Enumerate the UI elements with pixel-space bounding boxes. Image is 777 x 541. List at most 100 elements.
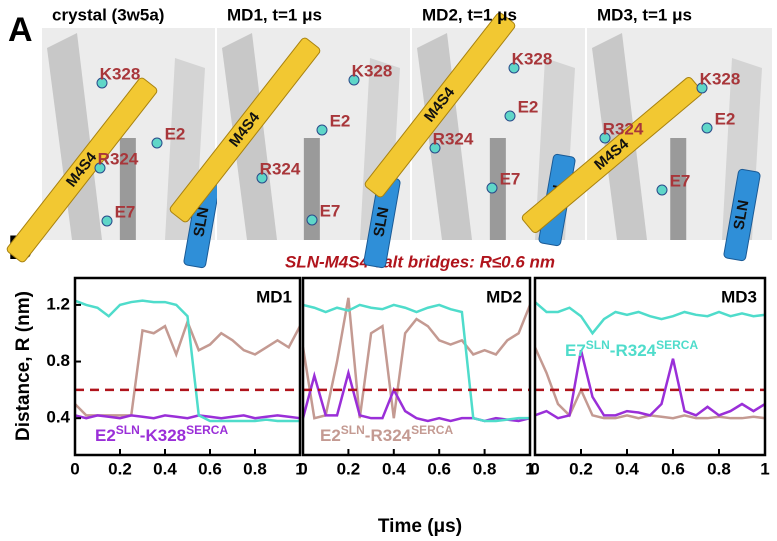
series-line: [302, 303, 530, 423]
helix-label: SLN: [731, 199, 753, 231]
residue-label: K328: [352, 61, 393, 80]
x-tick-label: 0.4: [382, 459, 406, 478]
helix-m4s4: [364, 12, 516, 198]
panel-letter: A: [8, 11, 33, 49]
helix-label: SLN: [371, 206, 393, 238]
protein-cartoon: [417, 33, 472, 240]
annotation-part: SLN: [586, 338, 610, 352]
x-tick-label: 0.8: [473, 459, 497, 478]
plot-frame: [533, 276, 767, 457]
x-tick-label: 0.2: [337, 459, 361, 478]
residue-label: R324: [603, 119, 644, 138]
protein-cartoon: [303, 138, 320, 240]
plot-label: MD1: [256, 287, 292, 306]
x-tick-label: 0: [70, 459, 79, 478]
x-tick-label: 0: [530, 459, 539, 478]
protein-cartoon: [47, 33, 102, 240]
annotation-part: E2: [320, 426, 341, 445]
helix-label: SLN: [191, 206, 213, 238]
residue-sticks: [256, 172, 268, 184]
residue-sticks: [316, 124, 328, 136]
series-line: [301, 297, 532, 420]
plot-area: [535, 278, 765, 455]
residue-label: E2: [715, 109, 736, 128]
helix-m4s4: [6, 77, 158, 263]
helix-m4s4: [521, 77, 703, 233]
residue-sticks: [96, 77, 108, 89]
x-tick-label: 0.4: [615, 459, 639, 478]
residue-sticks: [656, 184, 668, 196]
annotation-part: SLN: [341, 423, 365, 437]
series-annotation: E2SLN-K328SERCA: [95, 423, 228, 445]
series-line: [301, 368, 531, 423]
residue-label: K328: [512, 49, 553, 68]
residue-label: K328: [100, 64, 141, 83]
x-tick-label: 1: [295, 459, 304, 478]
helix-sln: [723, 168, 761, 262]
x-tick-label: 1: [525, 459, 534, 478]
residue-sticks: [348, 74, 360, 86]
residue-label: R324: [98, 149, 139, 168]
y-tick-label: 0.4: [46, 408, 70, 427]
x-tick-label: 0.6: [198, 459, 222, 478]
annotation-part: SERCA: [411, 423, 453, 437]
series-line: [534, 349, 766, 420]
series-line: [74, 299, 300, 423]
residue-label: R324: [433, 129, 474, 148]
residue-label: E2: [518, 97, 539, 116]
protein-cartoon: [489, 138, 506, 240]
plot-frame: [301, 276, 532, 457]
residue-label: E7: [500, 169, 521, 188]
residue-sticks: [101, 215, 113, 227]
residue-label: E2: [165, 124, 186, 143]
annotation-part: -R324: [365, 426, 412, 445]
annotation-part: -K328: [140, 426, 186, 445]
annotation-part: E7: [565, 341, 586, 360]
x-tick-label: 0.4: [153, 459, 177, 478]
residue-sticks: [504, 110, 516, 122]
residue-label: K328: [700, 69, 741, 88]
annotation-part: SERCA: [186, 423, 228, 437]
series-annotation: E7SLN-R324SERCA: [565, 338, 698, 360]
y-tick-label: 0.8: [46, 351, 70, 370]
residue-sticks: [508, 62, 520, 74]
x-tick-label: 0.6: [661, 459, 685, 478]
residue-label: E7: [115, 202, 136, 221]
plot-area: [75, 278, 300, 455]
y-axis-label: Distance, R (nm): [13, 291, 34, 441]
x-tick-label: 0.2: [108, 459, 132, 478]
panel-title: SLN-M4S4 salt bridges: R≤0.6 nm: [285, 252, 555, 271]
x-tick-label: 0: [298, 459, 307, 478]
residue-sticks: [696, 82, 708, 94]
series-line: [534, 301, 766, 336]
x-axis-label: Time (μs): [378, 516, 462, 537]
image-title: crystal (3w5a): [52, 5, 164, 24]
residue-sticks: [151, 137, 163, 149]
residue-label: E2: [330, 111, 351, 130]
x-tick-label: 0.8: [243, 459, 267, 478]
helix-m4s4: [169, 37, 321, 223]
residue-label: E7: [320, 201, 341, 220]
protein-cartoon: [670, 138, 687, 240]
series-annotation: E2SLN-R324SERCA: [320, 423, 453, 445]
plot-label: MD2: [486, 287, 522, 306]
residue-sticks: [94, 162, 106, 174]
series-line: [74, 414, 301, 420]
annotation-part: SERCA: [656, 338, 698, 352]
annotation-part: -R324: [610, 341, 657, 360]
annotation-part: E2: [95, 426, 116, 445]
x-tick-label: 1: [760, 459, 769, 478]
image-title: MD2, t=1 μs: [422, 5, 517, 24]
y-tick-label: 1.2: [46, 294, 70, 313]
residue-sticks: [306, 214, 318, 226]
protein-cartoon: [119, 138, 136, 240]
x-tick-label: 0.2: [569, 459, 593, 478]
plot-label: MD3: [721, 287, 757, 306]
residue-sticks: [599, 132, 611, 144]
residue-sticks: [486, 182, 498, 194]
image-title: MD3, t=1 μs: [597, 5, 692, 24]
x-tick-label: 0.6: [427, 459, 451, 478]
plot-frame: [73, 276, 302, 457]
x-tick-label: 0.8: [707, 459, 731, 478]
